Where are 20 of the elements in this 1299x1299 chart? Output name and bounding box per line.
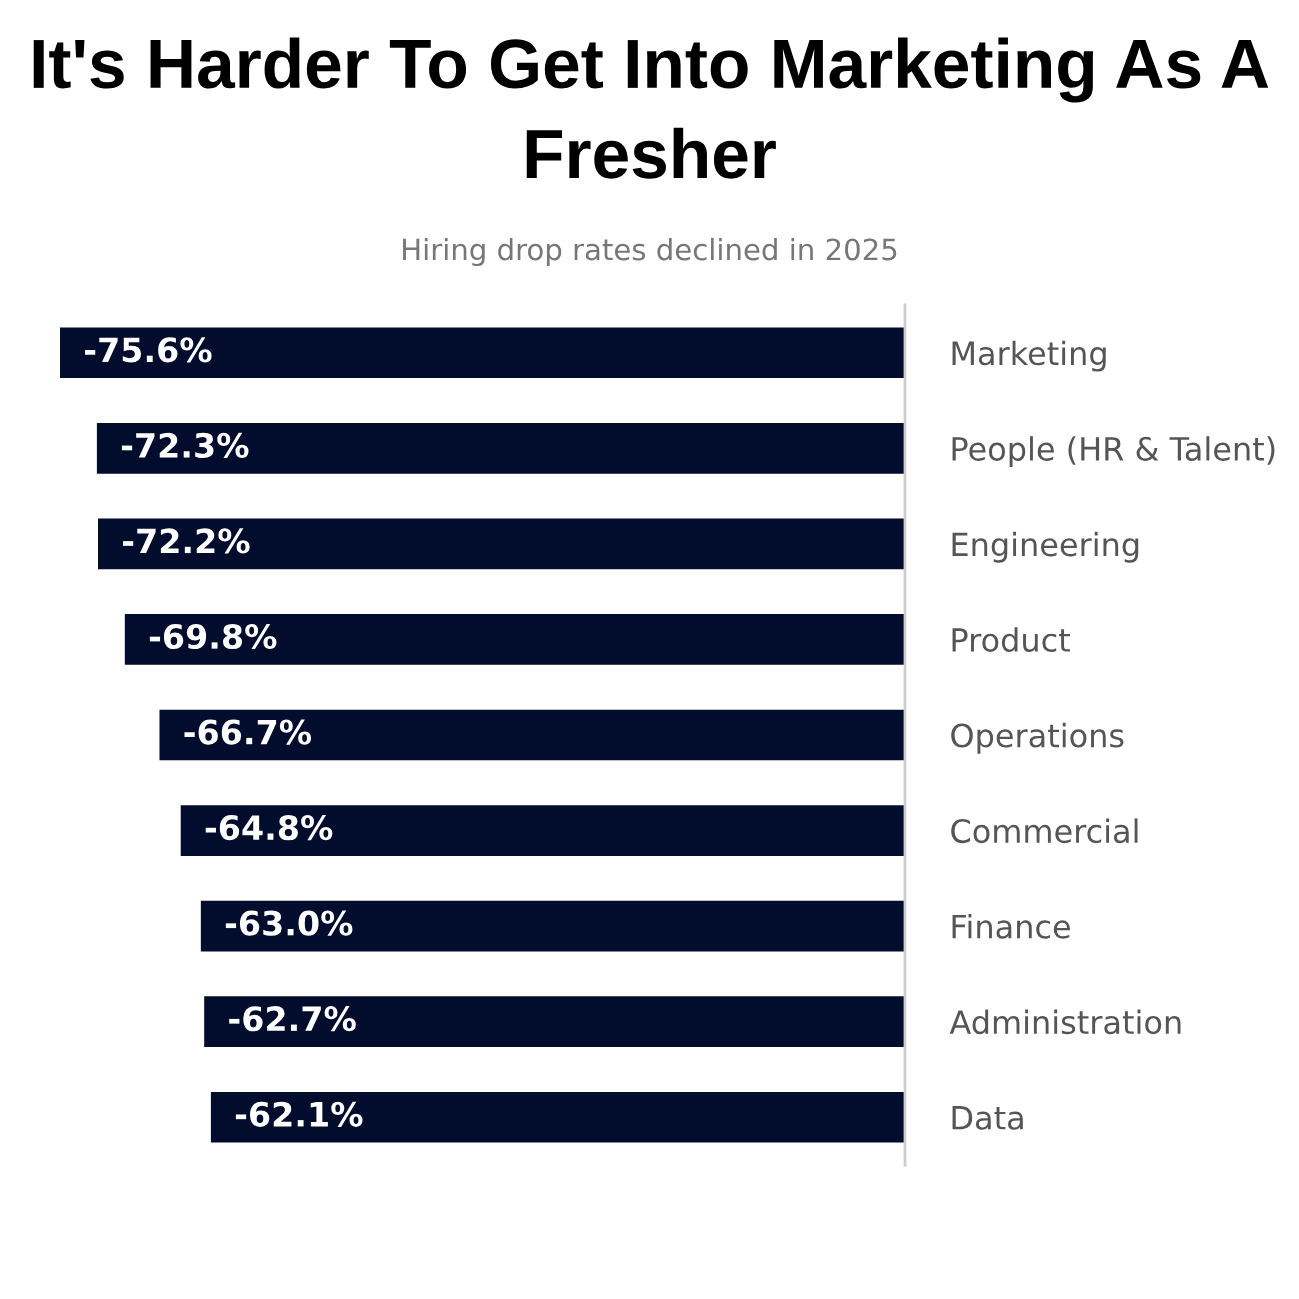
chart-subtitle: Hiring drop rates declined in 2025: [403, 237, 897, 267]
data-label: -75.6%: [85, 337, 212, 363]
y-tick-label: Commercial: [951, 818, 1138, 844]
data-label: -63.0%: [225, 910, 353, 936]
data-label: -62.7%: [229, 1006, 356, 1032]
data-label: -69.8%: [149, 623, 277, 650]
y-tick-label: Marketing: [952, 340, 1106, 372]
data-label: -66.7%: [184, 719, 312, 745]
y-tick-label: People (HR & Talent): [952, 436, 1275, 468]
data-label: -72.2%: [123, 528, 250, 554]
data-label: -64.8%: [205, 815, 333, 841]
chart-title: It's Harder To Get Into Marketing As A Fresher: [33, 37, 1269, 179]
y-tick-label: Engineering: [952, 531, 1139, 563]
y-tick-label: Operations: [951, 722, 1124, 754]
y-tick-label: Finance: [952, 913, 1070, 939]
y-tick-label: Product: [952, 627, 1070, 653]
data-label: -62.1%: [235, 1101, 363, 1127]
data-label: -72.3%: [121, 432, 249, 459]
y-tick-label: Administration: [949, 1009, 1181, 1035]
y-tick-label: Data: [952, 1106, 1023, 1130]
